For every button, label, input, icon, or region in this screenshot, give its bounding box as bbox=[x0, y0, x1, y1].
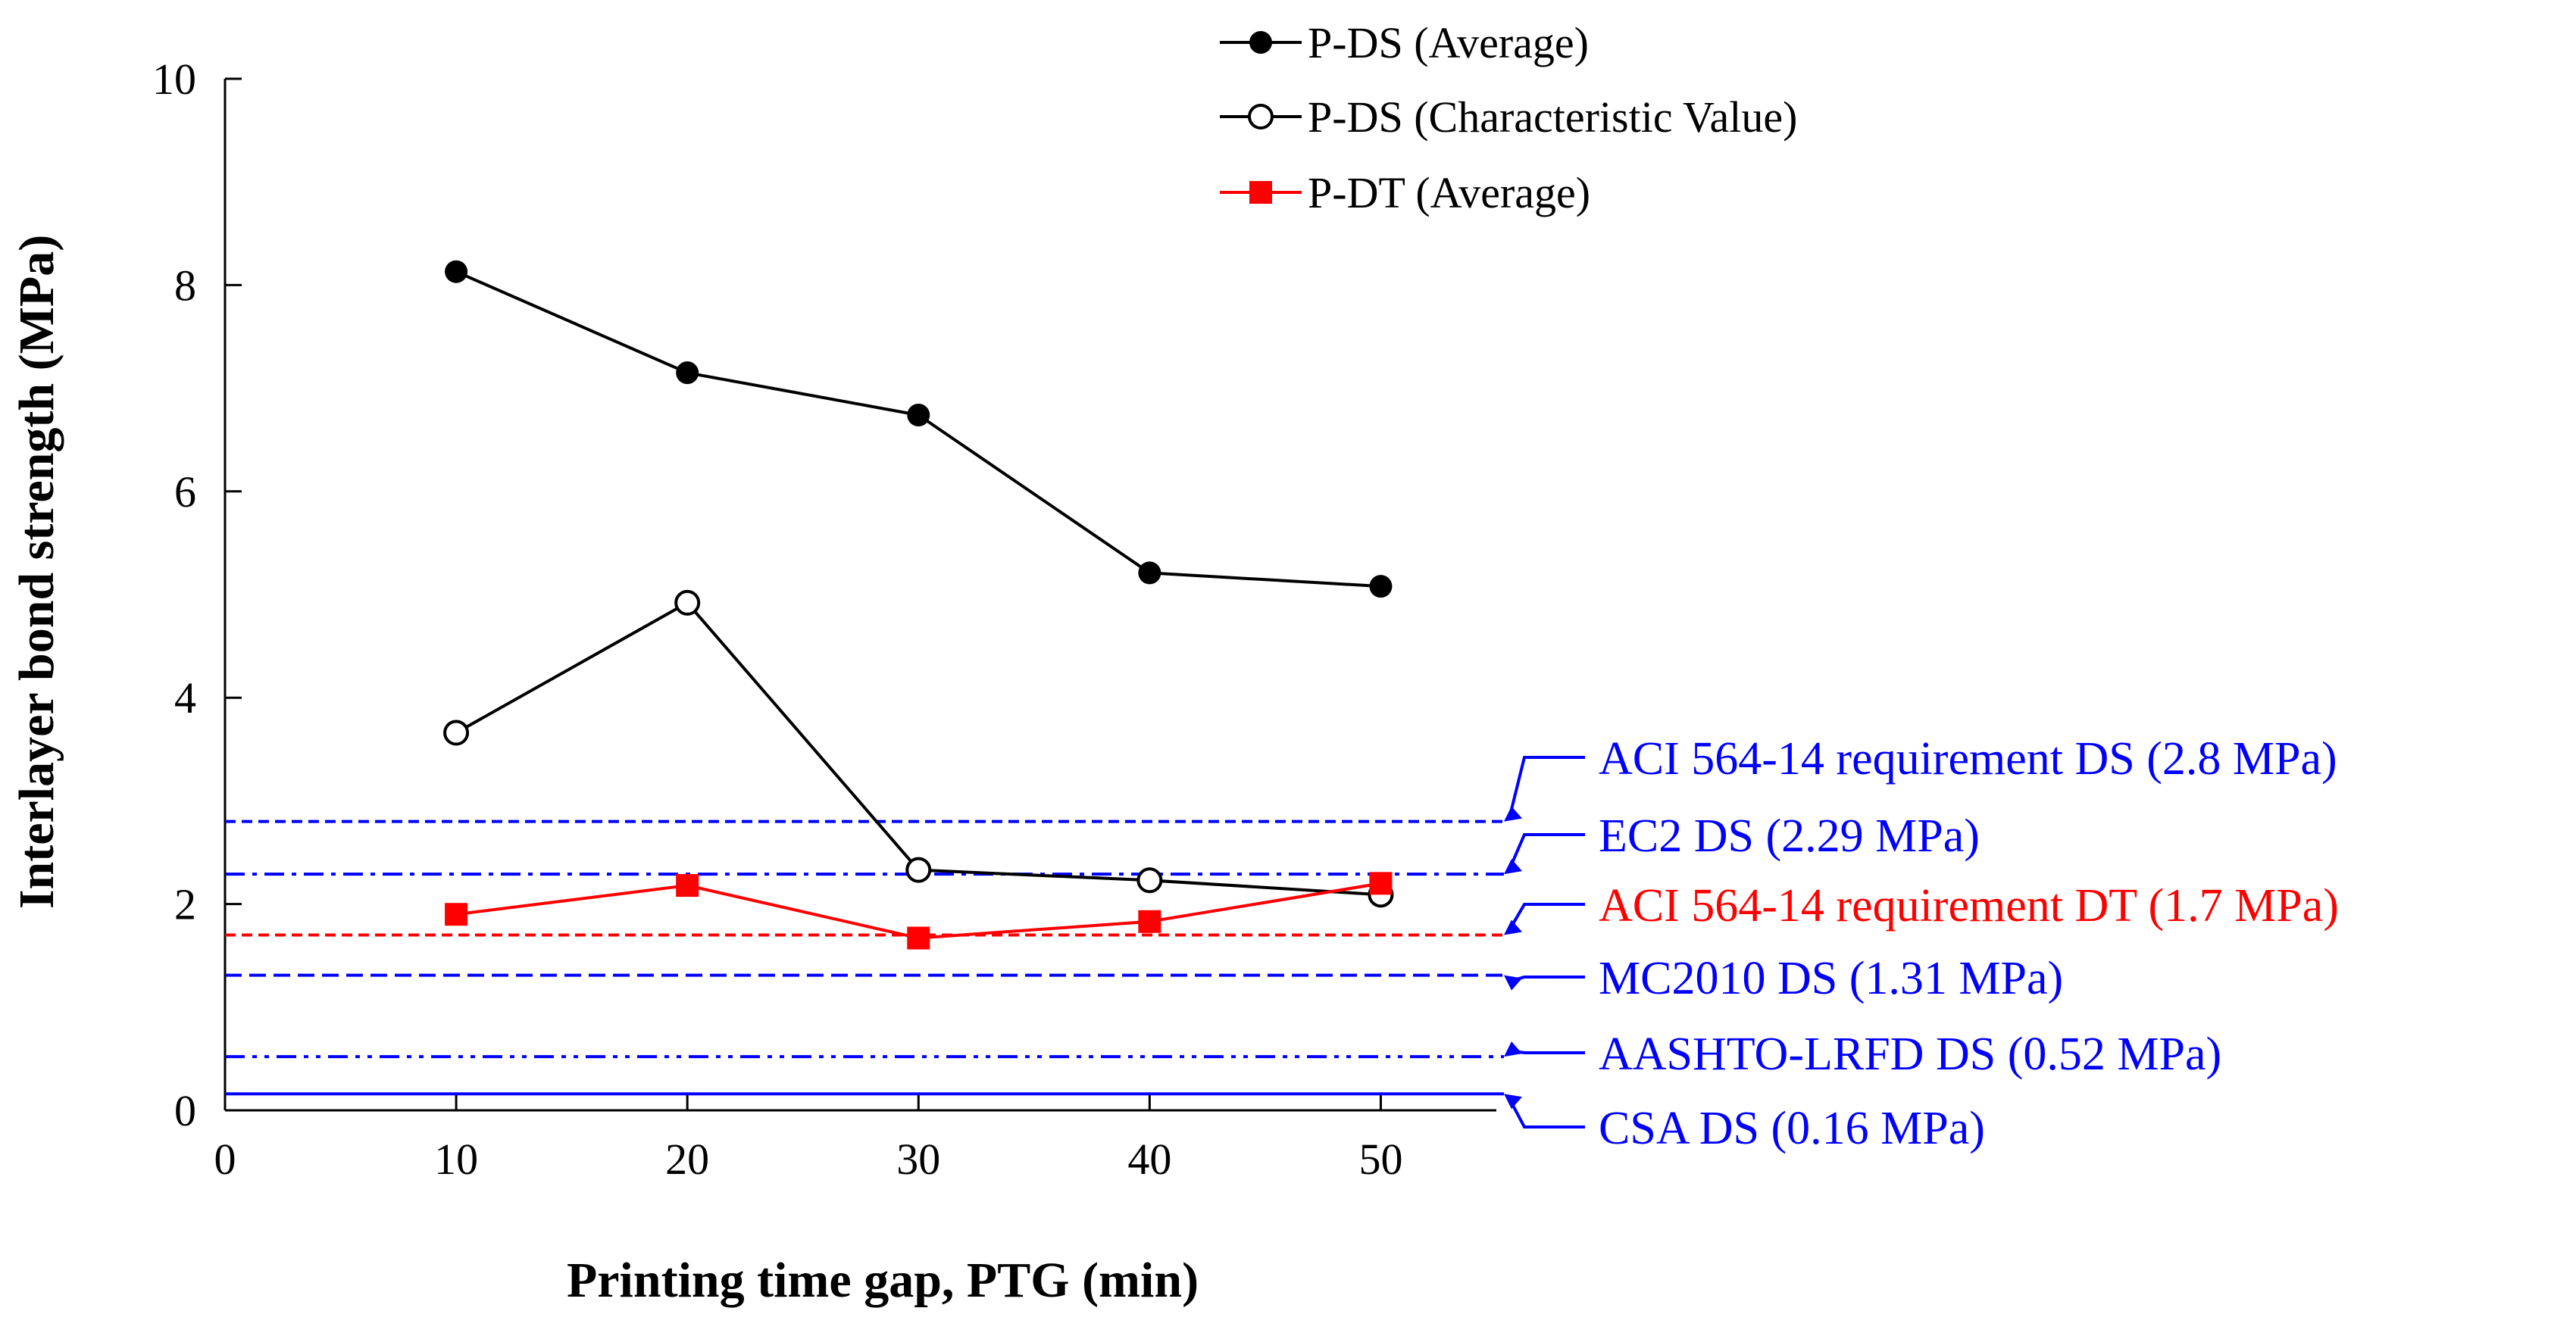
reference-label: ACI 564-14 requirement DT (1.7 MPa) bbox=[1599, 880, 2339, 932]
data-point bbox=[1138, 561, 1161, 585]
legend-label: P-DT (Average) bbox=[1308, 168, 1590, 217]
y-axis-title: Interlayer bond strength (MPa) bbox=[9, 235, 64, 909]
y-tick-label: 6 bbox=[174, 467, 196, 517]
reference-label: MC2010 DS (1.31 MPa) bbox=[1599, 953, 2063, 1004]
x-tick-label: 20 bbox=[665, 1135, 709, 1184]
reference-arrow bbox=[1509, 1049, 1585, 1054]
y-tick-label: 10 bbox=[152, 55, 196, 104]
series-line bbox=[455, 601, 1381, 897]
data-point bbox=[676, 361, 699, 385]
axes-group: 0 2 4 6 8 10 0 10 20 30 40 50 bbox=[152, 55, 1496, 1184]
reference-arrowhead bbox=[1504, 806, 1522, 822]
legend: P-DS (Average) P-DS (Characteristic Value… bbox=[1220, 18, 1797, 217]
reference-arrow bbox=[1508, 903, 1585, 930]
legend-marker bbox=[1249, 181, 1272, 204]
reference-arrow bbox=[1508, 756, 1585, 816]
x-tick-label: 50 bbox=[1358, 1135, 1402, 1184]
data-point bbox=[1138, 910, 1161, 933]
reference-arrowhead bbox=[1504, 1094, 1522, 1110]
data-point bbox=[676, 874, 699, 898]
y-tick-label: 4 bbox=[174, 673, 196, 723]
data-point bbox=[907, 926, 930, 950]
data-point bbox=[905, 857, 932, 883]
reference-labels-group: ACI 564-14 requirement DS (2.8 MPa) EC2 D… bbox=[1504, 733, 2339, 1154]
reference-arrowhead bbox=[1504, 975, 1522, 991]
data-point bbox=[907, 404, 930, 427]
reference-arrowhead bbox=[1504, 919, 1522, 935]
data-point bbox=[443, 720, 470, 746]
series-line bbox=[455, 270, 1381, 588]
x-tick-label: 40 bbox=[1127, 1135, 1171, 1184]
reference-arrowhead bbox=[1504, 1041, 1522, 1057]
reference-label: ACI 564-14 requirement DS (2.8 MPa) bbox=[1599, 733, 2337, 785]
x-axis-title: Printing time gap, PTG (min) bbox=[567, 1253, 1199, 1308]
reference-label: AASHTO-LRFD DS (0.52 MPa) bbox=[1599, 1029, 2221, 1080]
reference-arrowhead bbox=[1504, 859, 1522, 875]
x-tick-label: 0 bbox=[214, 1135, 236, 1184]
legend-marker bbox=[1249, 31, 1272, 54]
data-point bbox=[1369, 872, 1393, 895]
data-point bbox=[674, 589, 701, 616]
y-tick-label: 0 bbox=[174, 1086, 196, 1135]
legend-marker bbox=[1248, 104, 1274, 130]
legend-label: P-DS (Characteristic Value) bbox=[1308, 92, 1797, 142]
reference-arrow bbox=[1508, 833, 1585, 869]
data-point bbox=[445, 903, 468, 926]
data-point bbox=[445, 260, 468, 283]
x-tick-label: 30 bbox=[896, 1135, 940, 1184]
y-tick-label: 2 bbox=[174, 880, 196, 929]
reference-lines-group bbox=[225, 819, 1504, 1096]
reference-label: EC2 DS (2.29 MPa) bbox=[1599, 810, 1980, 862]
series-group bbox=[443, 260, 1394, 950]
x-tick-label: 10 bbox=[434, 1135, 478, 1184]
data-point bbox=[1136, 867, 1163, 894]
reference-label: CSA DS (0.16 MPa) bbox=[1599, 1103, 1985, 1154]
data-point bbox=[1369, 575, 1393, 598]
legend-label: P-DS (Average) bbox=[1308, 18, 1589, 67]
y-tick-label: 8 bbox=[174, 261, 196, 310]
reference-arrow bbox=[1508, 1099, 1585, 1129]
